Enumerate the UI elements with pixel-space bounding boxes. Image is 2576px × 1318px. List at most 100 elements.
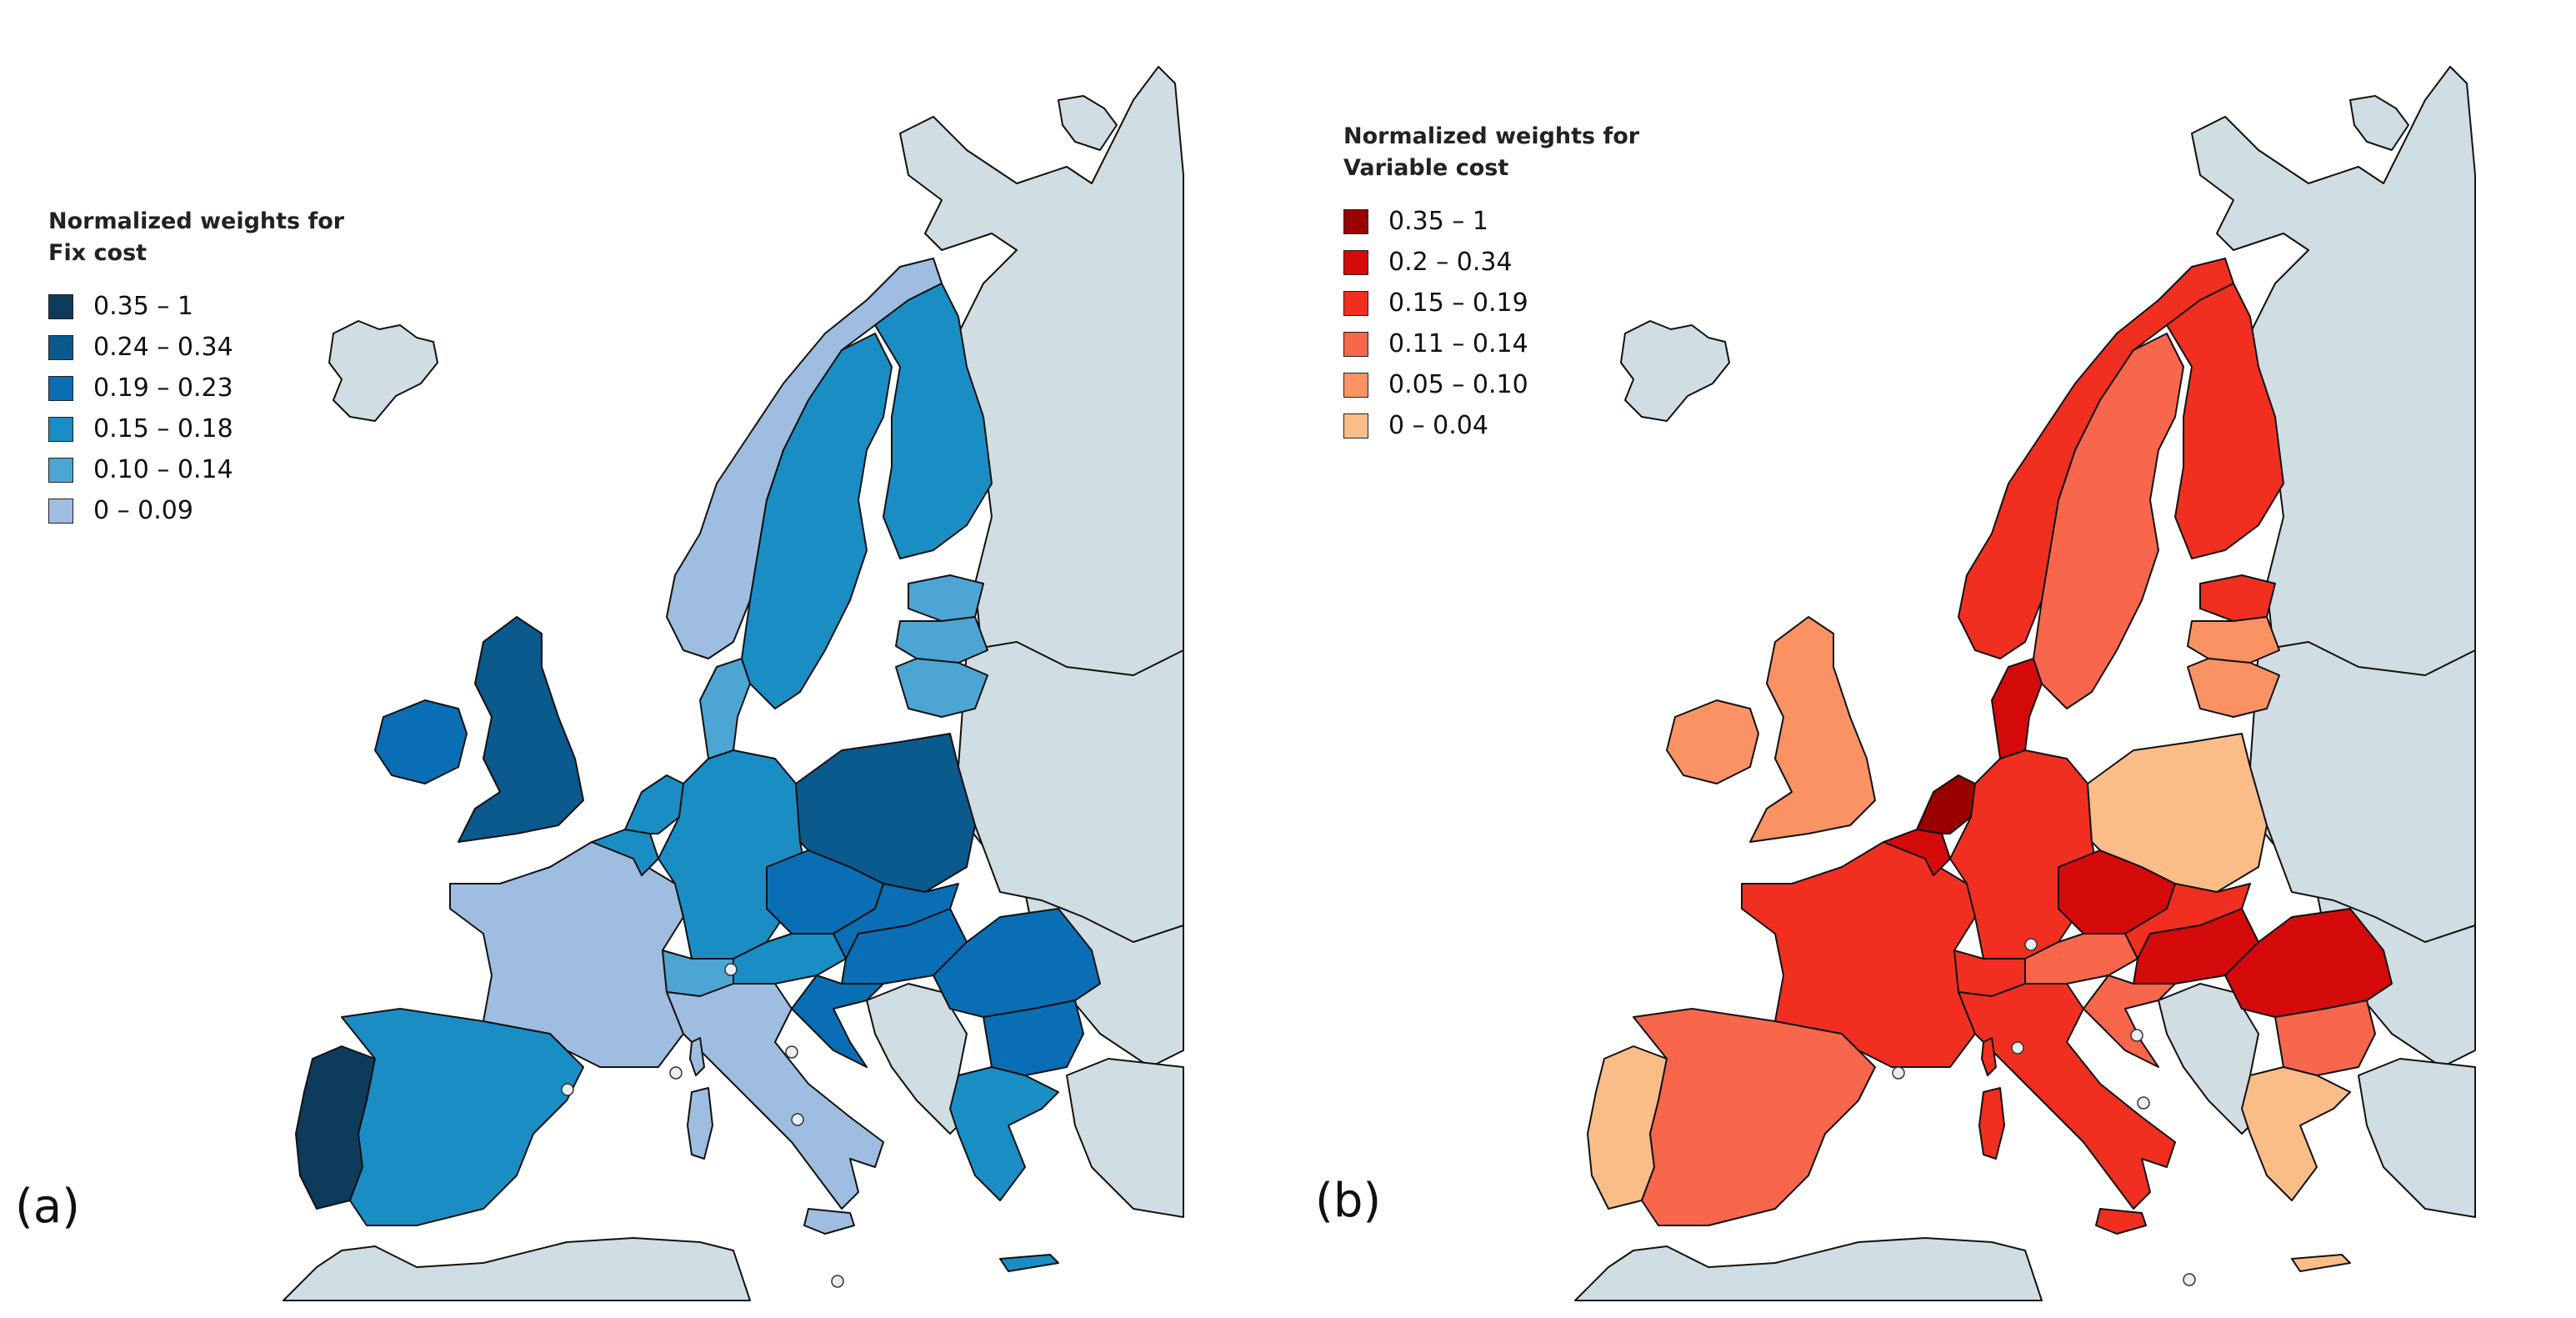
legend-item: 0.2 – 0.34 — [1343, 242, 1639, 283]
legend-label: 0.15 – 0.18 — [93, 414, 233, 444]
city-markers-a — [561, 963, 844, 1288]
map-panel-a — [283, 66, 1184, 1301]
legend-item: 0.19 – 0.23 — [48, 368, 344, 408]
country-crete — [999, 1254, 1059, 1272]
panel-label-b: (b) — [1315, 1174, 1382, 1228]
country-sweden — [741, 333, 893, 709]
legend-title: Normalized weights for Fix cost — [48, 208, 345, 266]
legend-swatch — [1343, 249, 1368, 275]
country-united-kingdom — [1749, 616, 1876, 843]
country-sweden — [2033, 333, 2184, 709]
legend-item: 0.15 – 0.18 — [48, 408, 344, 449]
legend-item: 0 – 0.04 — [1343, 405, 1639, 446]
legend-label: 0.35 – 1 — [93, 292, 193, 321]
country-united-kingdom — [458, 616, 584, 843]
country-romania — [2224, 908, 2393, 1018]
legend-variable-cost: Normalized weights for Variable cost 0.3… — [1343, 121, 1639, 446]
country-spain — [341, 1008, 584, 1226]
country-denmark — [699, 658, 751, 759]
legend-items: 0.35 – 1 0.2 – 0.34 0.15 – 0.19 0.11 – 0.14… — [1343, 201, 1639, 446]
city-marker — [1892, 1066, 1905, 1080]
legend-swatch — [1343, 208, 1368, 234]
country-latvia — [2187, 616, 2280, 664]
legend-item: 0.35 – 1 — [48, 286, 344, 327]
city-marker — [2183, 1273, 2196, 1286]
country-sicily — [803, 1208, 855, 1235]
country-sardinia — [1978, 1087, 2005, 1160]
legend-fix-cost: Normalized weights for Fix cost 0.35 – 1… — [48, 206, 344, 531]
legend-items: 0.35 – 1 0.24 – 0.34 0.19 – 0.23 0.15 – 0.1… — [48, 286, 344, 531]
country-estonia — [2199, 574, 2276, 622]
country-latvia — [895, 616, 988, 664]
legend-item: 0.10 – 0.14 — [48, 449, 344, 490]
country-ireland — [1666, 699, 1759, 784]
country-spain — [1633, 1008, 1876, 1226]
country-greece — [2241, 1066, 2351, 1201]
country-corsica — [689, 1037, 705, 1076]
country-greece — [949, 1066, 1059, 1201]
city-marker — [669, 1066, 683, 1080]
country-lithuania — [895, 658, 988, 718]
legend-item: 0.15 – 0.19 — [1343, 283, 1639, 323]
city-marker — [785, 1045, 798, 1059]
belarus-ukraine-region — [2249, 641, 2476, 943]
city-marker — [2137, 1096, 2150, 1110]
country-croatia — [791, 975, 884, 1068]
country-lithuania — [2187, 658, 2280, 718]
country-romania — [933, 908, 1101, 1018]
north-africa-region — [283, 1237, 751, 1301]
city-marker — [2024, 938, 2038, 951]
legend-item: 0.05 – 0.10 — [1343, 364, 1639, 405]
legend-swatch — [1343, 290, 1368, 316]
city-marker — [561, 1083, 574, 1096]
iceland-region — [1620, 320, 1730, 422]
panel-label-a: (a) — [15, 1180, 81, 1234]
legend-item: 0.11 – 0.14 — [1343, 323, 1639, 364]
country-crete — [2291, 1254, 2351, 1272]
city-marker — [831, 1275, 844, 1288]
legend-label: 0.2 – 0.34 — [1388, 248, 1513, 277]
svalbard-region — [2349, 95, 2409, 151]
country-denmark — [1991, 658, 2043, 759]
map-panel-b — [1574, 66, 2476, 1301]
legend-title: Normalized weights for Variable cost — [1343, 123, 1640, 181]
country-finland — [874, 283, 993, 559]
city-marker — [2011, 1041, 2024, 1055]
legend-label: 0.05 – 0.10 — [1388, 370, 1528, 399]
country-italy — [1958, 983, 2176, 1210]
legend-label: 0 – 0.04 — [1388, 411, 1488, 440]
legend-item: 0 – 0.09 — [48, 490, 344, 531]
svalbard-region — [1058, 95, 1118, 151]
legend-label: 0.10 – 0.14 — [93, 455, 233, 484]
country-sicily — [2095, 1208, 2147, 1235]
turkey-region — [1066, 1058, 1184, 1218]
legend-swatch — [48, 334, 73, 360]
legend-label: 0.35 – 1 — [1388, 207, 1488, 236]
country-croatia — [2083, 975, 2176, 1068]
country-poland — [795, 733, 976, 893]
legend-label: 0.15 – 0.19 — [1388, 288, 1528, 318]
turkey-region — [2358, 1058, 2476, 1218]
country-estonia — [908, 574, 984, 622]
country-poland — [2087, 733, 2268, 893]
legend-item: 0.35 – 1 — [1343, 201, 1639, 242]
city-marker — [2130, 1029, 2143, 1042]
legend-swatch — [48, 293, 73, 319]
legend-swatch — [48, 375, 73, 401]
legend-item: 0.24 – 0.34 — [48, 327, 344, 368]
country-sardinia — [687, 1087, 713, 1160]
legend-swatch — [1343, 413, 1368, 438]
city-marker — [791, 1113, 804, 1126]
belarus-ukraine-region — [958, 641, 1184, 943]
legend-swatch — [48, 498, 73, 524]
country-finland — [2166, 283, 2284, 559]
legend-label: 0.11 – 0.14 — [1388, 329, 1528, 358]
country-ireland — [374, 699, 468, 784]
legend-label: 0 – 0.09 — [93, 496, 193, 525]
legend-swatch — [48, 457, 73, 483]
legend-swatch — [1343, 372, 1368, 398]
city-markers-b — [1892, 938, 2196, 1286]
city-marker — [724, 963, 738, 976]
north-africa-region — [1574, 1237, 2043, 1301]
